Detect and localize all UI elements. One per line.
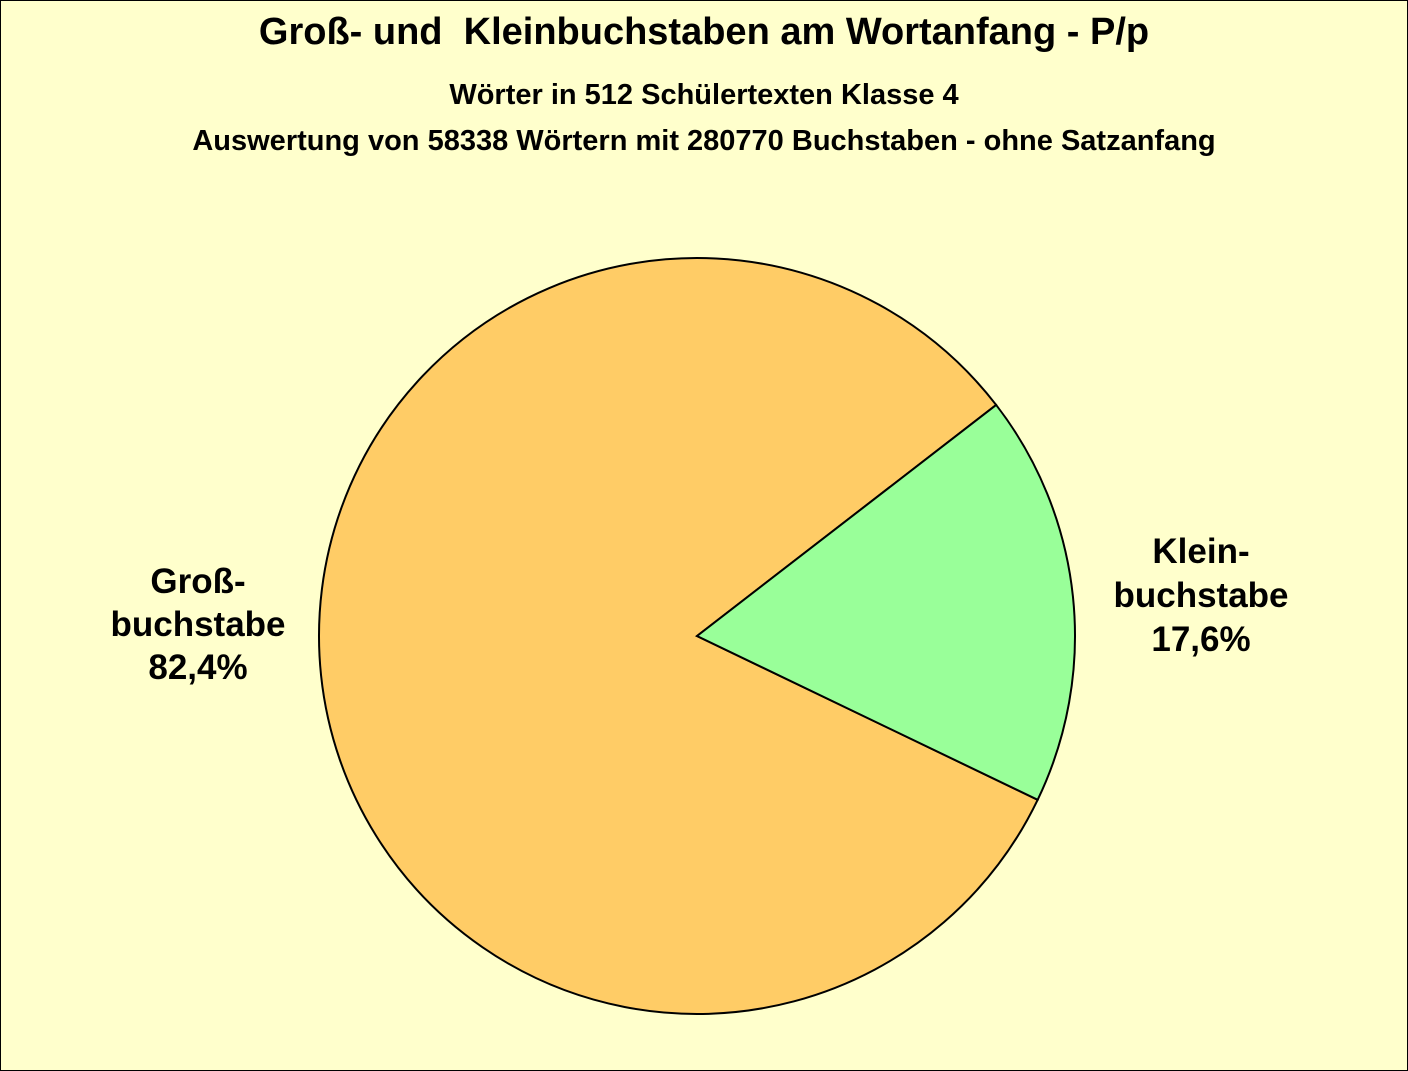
slice-value-klein: 17,6% [1151,620,1250,659]
chart-subtitle: Wörter in 512 Schülertexten Klasse 4 [449,79,959,111]
pie-labels: Groß- buchstabe 82,4% Klein- buchstabe 1… [110,532,1288,687]
slice-label-gross-line2: buchstabe [110,605,285,644]
chart-subtitle-secondary: Auswertung von 58338 Wörtern mit 280770 … [192,125,1216,157]
pie-slices [317,257,1076,1015]
slice-value-gross: 82,4% [148,648,247,687]
slice-label-klein-line1: Klein- [1152,532,1249,571]
slice-label-klein-line2: buchstabe [1113,576,1288,615]
slice-label-gross-line1: Groß- [150,562,245,601]
pie-slice-grossbuchstabe [317,257,1039,1015]
chart-title: Groß- und Kleinbuchstaben am Wortanfang … [258,11,1150,53]
pie-slice-kleinbuchstabe [695,403,1076,802]
